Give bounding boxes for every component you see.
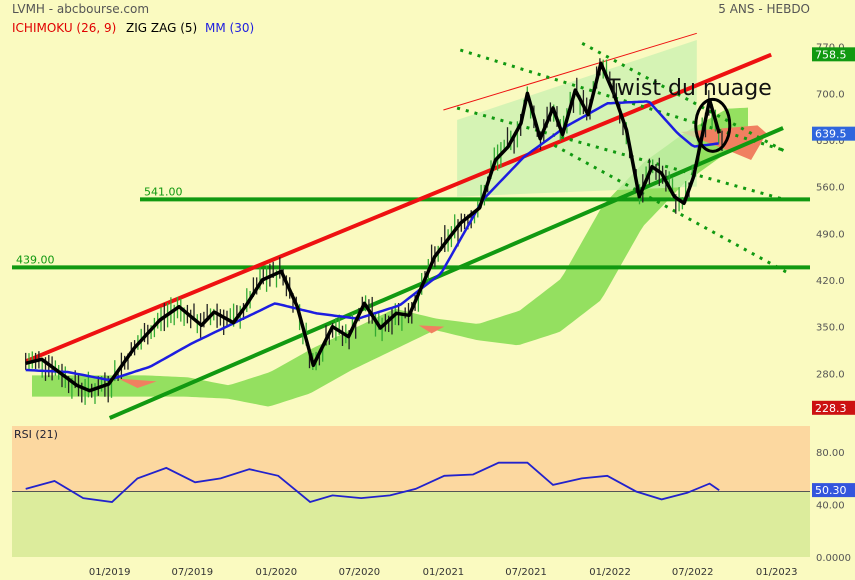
price-tag-label: 228.3 — [815, 402, 847, 415]
legend-mm: MM (30) — [205, 21, 254, 35]
ticker-title: LVMH - abcbourse.com — [12, 2, 149, 16]
price-tag-label: 639.5 — [815, 128, 847, 141]
support-level-label: 439.00 — [16, 253, 55, 266]
price-tick-label: 280.0 — [816, 369, 845, 380]
rsi-tick-label: 80.00 — [816, 448, 845, 459]
support-level-label: 541.00 — [144, 185, 183, 198]
x-tick-label: 01/2020 — [256, 567, 298, 578]
x-tick-label: 07/2019 — [172, 567, 214, 578]
x-tick-label: 01/2021 — [423, 567, 465, 578]
x-tick-label: 01/2023 — [756, 567, 798, 578]
x-tick-label: 07/2021 — [505, 567, 547, 578]
period-label: 5 ANS - HEBDO — [718, 2, 810, 16]
price-tick-label: 490.0 — [816, 229, 845, 240]
legend-ichimoku: ICHIMOKU (26, 9) — [12, 21, 116, 35]
x-tick-label: 07/2020 — [339, 567, 381, 578]
price-tick-label: 420.0 — [816, 276, 845, 287]
price-tick-label: 350.0 — [816, 323, 845, 334]
rsi-title: RSI (21) — [14, 428, 58, 441]
rsi-oversold-zone — [12, 492, 810, 558]
rsi-tick-label: 40.00 — [816, 501, 845, 512]
price-tick-label: 700.0 — [816, 89, 845, 100]
price-tick-label: 560.0 — [816, 183, 845, 194]
price-tag-label: 758.5 — [815, 48, 847, 61]
rsi-tick-label: 0.0000 — [816, 553, 851, 564]
green-support-trendline — [110, 128, 783, 418]
x-tick-label: 07/2022 — [672, 567, 714, 578]
rsi-overbought-zone — [12, 426, 810, 492]
twist-annotation: Twist du nuage — [607, 76, 772, 101]
rsi-value-label: 50.30 — [815, 484, 847, 497]
legend-zigzag: ZIG ZAG (5) — [126, 21, 197, 35]
x-tick-label: 01/2022 — [589, 567, 631, 578]
x-tick-label: 01/2019 — [89, 567, 131, 578]
